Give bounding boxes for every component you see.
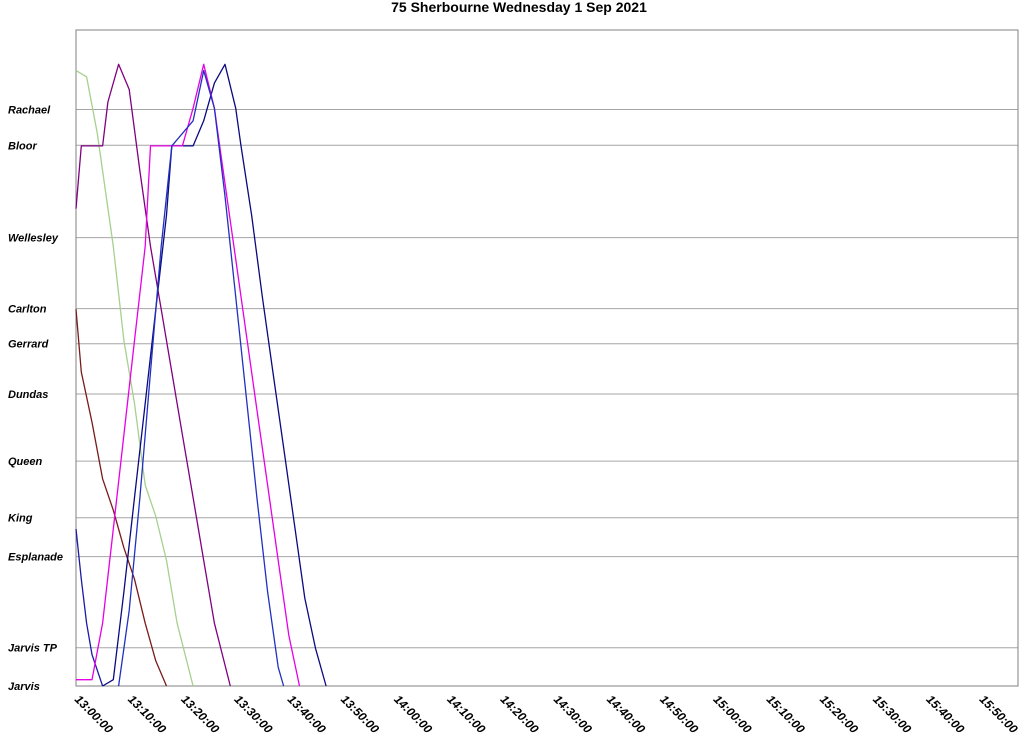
trip-line-3: [75, 528, 104, 687]
x-tick-label: 14:00:00: [391, 692, 435, 736]
trip-line-4: [102, 63, 327, 687]
x-tick-label: 14:30:00: [551, 692, 595, 736]
x-tick-label: 14:10:00: [444, 692, 488, 736]
trip-line-1: [75, 309, 168, 687]
x-tick-label: 15:30:00: [870, 692, 914, 736]
x-tick-label: 13:40:00: [285, 692, 329, 736]
x-tick-label: 15:10:00: [764, 692, 808, 736]
x-tick-label: 13:00:00: [72, 692, 116, 736]
stop-labels: Rachael Bloor Wellesley Carlton Gerrard Dunda…: [8, 104, 63, 693]
stop-label-jarvis-tp: Jarvis TP: [8, 643, 58, 655]
stop-label-queen: Queen: [8, 456, 43, 468]
trip-line-0: [75, 70, 194, 687]
x-tick-label: 15:00:00: [711, 692, 755, 736]
x-tick-label: 14:20:00: [498, 692, 542, 736]
stop-label-jarvis: Jarvis: [8, 681, 40, 693]
x-tick-label: 13:30:00: [232, 692, 276, 736]
x-tick-label: 15:20:00: [817, 692, 861, 736]
stop-label-carlton: Carlton: [8, 304, 47, 316]
trip-line-2: [75, 63, 231, 687]
trip-line-5: [76, 63, 301, 687]
stop-label-king: King: [8, 513, 33, 525]
x-tick-label: 13:20:00: [178, 692, 222, 736]
gridlines: [76, 108, 1018, 649]
chart-title: 75 Sherbourne Wednesday 1 Sep 2021: [391, 0, 647, 15]
x-tick-label: 15:40:00: [923, 692, 967, 736]
stop-label-wellesley: Wellesley: [8, 233, 59, 245]
stop-label-esplanade: Esplanade: [8, 552, 63, 564]
x-tick-label: 15:50:00: [977, 692, 1021, 736]
stop-label-dundas: Dundas: [8, 389, 48, 401]
stop-label-bloor: Bloor: [8, 140, 37, 152]
x-tick-label: 14:40:00: [604, 692, 648, 736]
stop-label-gerrard: Gerrard: [8, 339, 49, 351]
x-tick-label: 13:50:00: [338, 692, 382, 736]
plot-area: [75, 29, 1019, 687]
series-layer: [75, 63, 327, 687]
time-tick-labels: 13:00:00 13:10:00 13:20:00 13:30:00 13:40:00…: [72, 692, 1021, 736]
stop-label-rachael: Rachael: [8, 104, 51, 116]
x-tick-label: 13:10:00: [125, 692, 169, 736]
x-tick-label: 14:50:00: [657, 692, 701, 736]
trip-line-6: [117, 69, 285, 687]
